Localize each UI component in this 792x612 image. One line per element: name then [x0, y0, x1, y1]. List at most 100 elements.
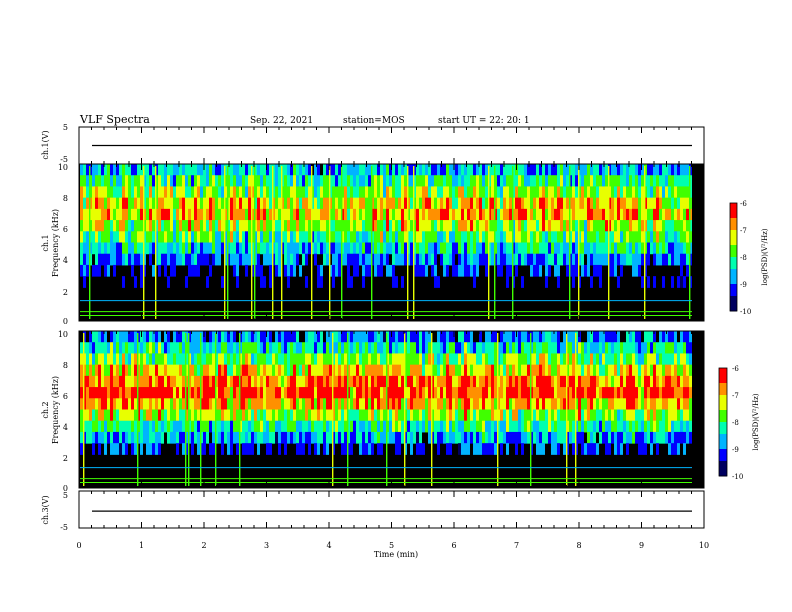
spectrogram-cell: [560, 342, 563, 354]
spectrogram-cell: [143, 220, 146, 232]
spectrogram-cell: [260, 208, 263, 221]
spectrogram-cell: [548, 197, 551, 210]
spectrogram-cell: [569, 398, 572, 410]
spectrogram-cell: [296, 331, 299, 343]
spectrogram-cell: [146, 387, 149, 399]
spectrogram-cell: [437, 276, 440, 288]
spectrogram-cell: [689, 276, 692, 288]
spectrogram-cell: [95, 331, 98, 343]
spectrogram-cell: [272, 431, 275, 444]
spectrogram-cell: [569, 364, 572, 377]
spectrogram-cell: [464, 398, 467, 410]
spectrogram-cell: [164, 197, 167, 210]
spectrogram-cell: [317, 387, 320, 399]
spectrogram-cell: [149, 443, 152, 455]
spectrogram-cell: [305, 375, 308, 388]
spectrogram-cell: [107, 364, 110, 377]
spectrogram-cell: [299, 264, 302, 277]
spectrogram-cell: [311, 220, 314, 232]
spectrogram-cell: [395, 208, 398, 221]
spectrogram-cell: [512, 197, 515, 210]
spectrogram-cell: [509, 264, 512, 277]
spectrogram-cell: [383, 375, 386, 388]
spectrogram-cell: [185, 220, 188, 232]
spectrogram-cell: [545, 208, 548, 221]
spectrogram-cell: [296, 175, 299, 187]
spectrogram-cell: [482, 342, 485, 354]
spectrogram-cell: [476, 242, 479, 255]
spectrogram-cell: [392, 220, 395, 232]
spectrogram-cell: [632, 164, 635, 176]
spectrogram-cell: [638, 431, 641, 444]
spectrogram-cell: [584, 353, 587, 366]
spectrogram-cell: [131, 342, 134, 354]
spectrogram-cell: [617, 220, 620, 232]
spectrogram-cell: [338, 186, 341, 199]
spectrogram-cell: [158, 420, 161, 433]
spectrogram-cell: [302, 398, 305, 410]
spectrogram-cell: [581, 364, 584, 377]
spectrogram-cell: [242, 164, 245, 176]
spectrogram-cell: [497, 264, 500, 277]
spectrogram-cell: [302, 175, 305, 187]
spectrogram-cell: [428, 220, 431, 232]
spectrogram-cell: [488, 443, 491, 455]
spectrogram-cell: [518, 231, 521, 243]
spectrogram-cell: [92, 220, 95, 232]
spectrogram-cell: [245, 375, 248, 388]
spectrogram-cell: [449, 164, 452, 176]
spectrogram-cell: [299, 175, 302, 187]
spectrogram-cell: [104, 375, 107, 388]
spectrogram-cell: [218, 364, 221, 377]
spectrogram-cell: [305, 398, 308, 410]
spectrogram-cell: [605, 231, 608, 243]
spectrogram-cell: [197, 342, 200, 354]
spectrogram-cell: [542, 197, 545, 210]
spectrogram-cell: [515, 186, 518, 199]
spectrogram-cell: [524, 431, 527, 444]
spectrogram-cell: [275, 253, 278, 266]
spectrogram-cell: [404, 164, 407, 176]
spectrogram-cell: [542, 342, 545, 354]
ch1-colorbar-label: log(PSD)(V²/Hz): [761, 228, 769, 285]
spectrogram-cell: [686, 175, 689, 187]
spectrogram-cell: [80, 387, 83, 399]
spectrogram-cell: [677, 197, 680, 210]
spectrogram-cell: [182, 186, 185, 199]
spectrogram-cell: [338, 375, 341, 388]
spectrogram-cell: [497, 186, 500, 199]
spectrogram-cell: [650, 164, 653, 176]
spectrogram-cell: [677, 253, 680, 266]
spectrogram-cell: [404, 231, 407, 243]
spectrogram-cell: [188, 264, 191, 277]
spectrogram-cell: [221, 208, 224, 221]
spectrogram-cell: [554, 443, 557, 455]
spectrogram-cell: [629, 431, 632, 444]
spectrogram-cell: [473, 387, 476, 399]
spectrogram-cell: [275, 186, 278, 199]
spectrogram-cell: [590, 443, 593, 455]
spectrogram-cell: [659, 220, 662, 232]
spectrogram-cell: [80, 420, 83, 433]
spectrogram-cell: [212, 331, 215, 343]
spectrogram-cell: [629, 364, 632, 377]
spectrogram-cell: [317, 242, 320, 255]
spectrogram-cell: [656, 409, 659, 422]
spectrogram-cell: [233, 409, 236, 422]
spectrogram-cell: [179, 331, 182, 343]
spectrogram-cell: [437, 231, 440, 243]
spectrogram-cell: [329, 431, 332, 444]
spectrogram-cell: [527, 253, 530, 266]
spectrogram-cell: [614, 342, 617, 354]
spectrogram-cell: [428, 364, 431, 377]
spectrogram-cell: [290, 197, 293, 210]
spectrogram-cell: [158, 409, 161, 422]
spectrogram-cell: [206, 208, 209, 221]
colorbar-step: [719, 386, 727, 390]
spectrogram-cell: [230, 409, 233, 422]
spectrogram-cell: [386, 264, 389, 277]
spectrogram-cell: [422, 364, 425, 377]
spectrogram-cell: [665, 431, 668, 444]
spectrogram-cell: [158, 398, 161, 410]
spectrogram-cell: [83, 242, 86, 255]
